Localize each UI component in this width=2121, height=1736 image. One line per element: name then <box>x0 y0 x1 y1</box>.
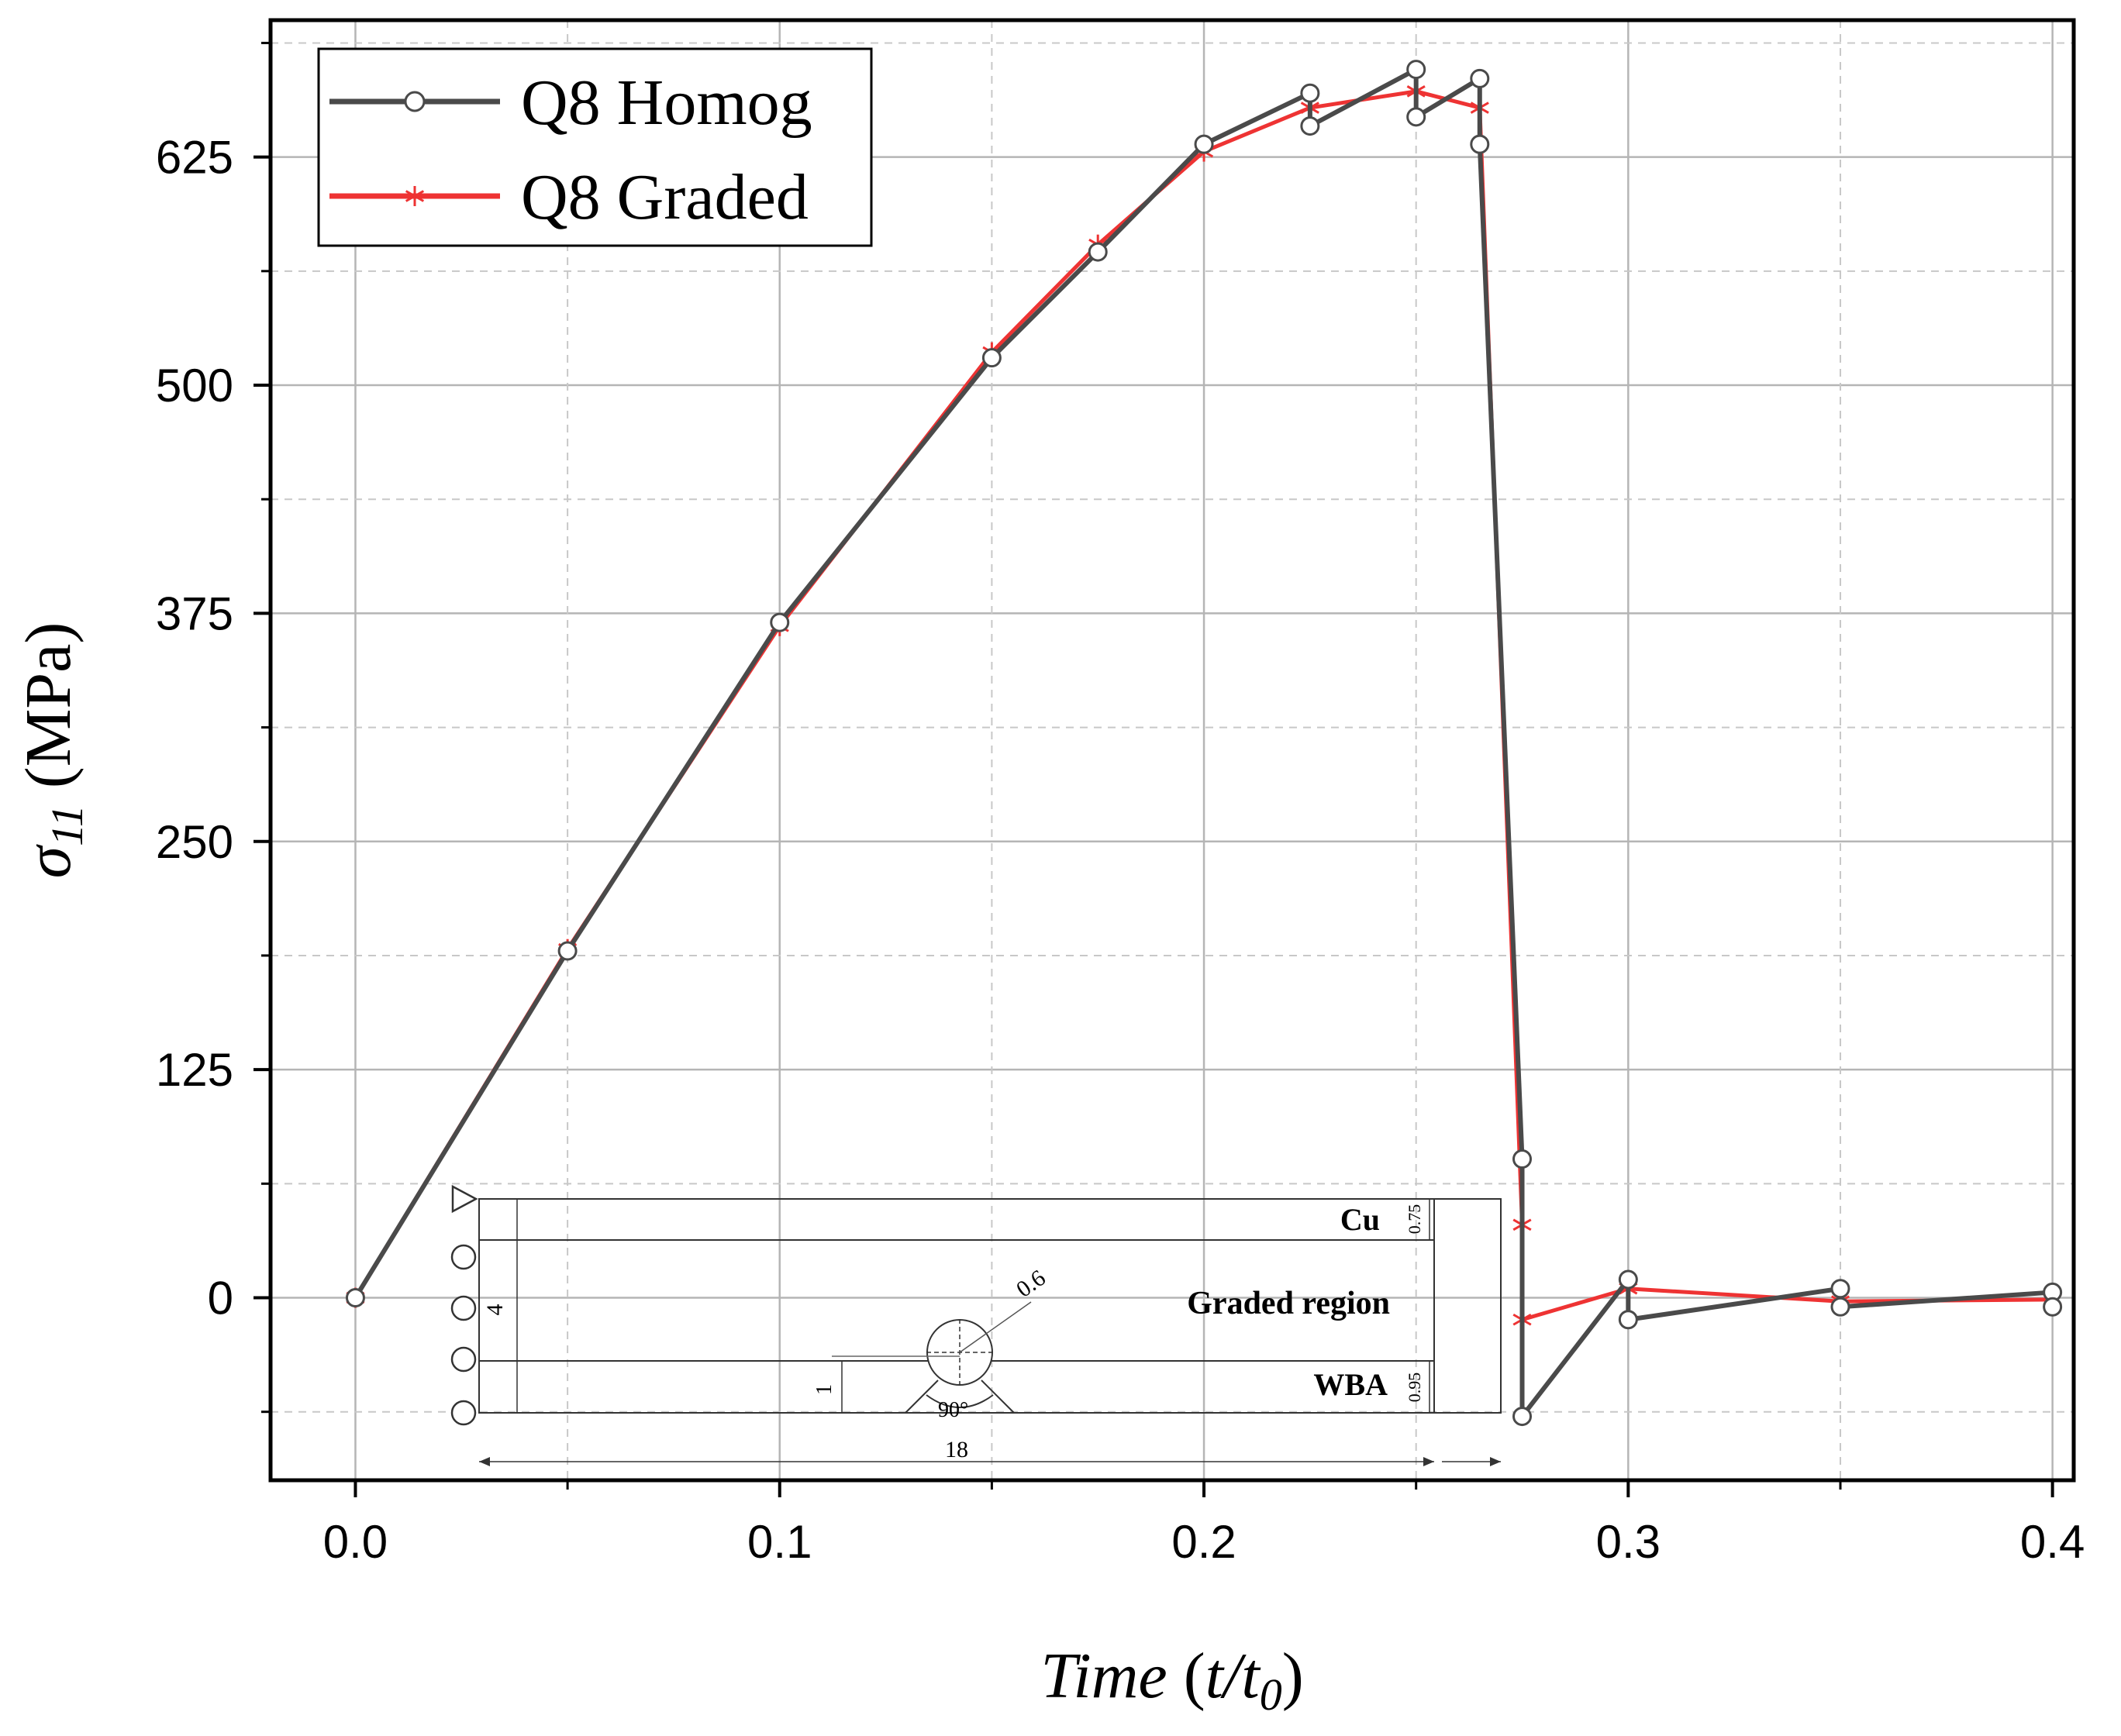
data-point <box>1406 60 1426 80</box>
roller-support-icon <box>450 1295 477 1321</box>
data-point <box>1830 1279 1850 1299</box>
y-tick-label: 125 <box>156 1044 233 1096</box>
legend-label-homog: Q8 Homog <box>521 67 812 139</box>
data-point <box>981 348 1002 368</box>
y-tick-label: 625 <box>156 132 233 184</box>
roller-support-icon <box>450 1346 477 1373</box>
length-label: 18 <box>945 1437 968 1462</box>
data-point <box>1618 1269 1638 1290</box>
data-point <box>345 1288 365 1307</box>
roller-support-icon <box>450 1400 477 1426</box>
x-tick-label: 0.2 <box>1171 1516 1236 1568</box>
data-point <box>1194 134 1214 154</box>
y-tick-label: 250 <box>156 816 233 868</box>
data-point <box>1406 107 1426 127</box>
cu-label: Cu <box>1340 1202 1380 1237</box>
x-tick-label: 0.3 <box>1596 1516 1661 1568</box>
series-line <box>353 67 2055 1419</box>
data-point <box>557 941 578 961</box>
data-point <box>1470 134 1490 154</box>
data-point <box>1300 83 1320 103</box>
radius-leader <box>959 1301 1032 1353</box>
legend-label-graded: Q8 Graded <box>521 161 809 233</box>
pin-support-icon <box>451 1184 478 1214</box>
plot-frame <box>268 18 2076 1483</box>
specimen-inset-diagram: Cu Graded region WBA 4 18 0.6 90° 1 0.75… <box>450 1184 1502 1466</box>
legend-box <box>317 47 873 247</box>
y-axis-title: σ11 (MPa) <box>12 622 92 879</box>
data-point <box>1618 1310 1638 1330</box>
graded-region-label: Graded region <box>1187 1286 1390 1321</box>
series-q8-homog <box>345 60 2063 1427</box>
axis-ticks: 0.0 0.1 0.2 0.3 0.4 0 125 250 375 500 625 <box>156 41 2085 1568</box>
wba-label: WBA <box>1313 1367 1388 1402</box>
cu-thickness-label: 0.75 <box>1405 1204 1424 1235</box>
data-point <box>1300 116 1320 136</box>
notch-offset-label: 1 <box>812 1384 836 1395</box>
data-point <box>770 612 790 632</box>
x-tick-label: 0.0 <box>323 1516 388 1568</box>
x-axis-title: Time (t/t0) <box>1040 1640 1303 1720</box>
legend-star-stroke <box>405 190 425 202</box>
legend-graded-marker <box>405 186 425 206</box>
specimen-outline <box>478 1198 1502 1414</box>
roller-support-icon <box>450 1244 477 1270</box>
data-point <box>1088 242 1108 262</box>
height-label: 4 <box>482 1304 508 1316</box>
angle-arc <box>926 1394 994 1408</box>
legend-homog-marker <box>404 91 426 112</box>
data-point <box>1512 1407 1533 1427</box>
legend: Q8 Homog Q8 Graded <box>317 47 873 247</box>
data-point <box>1512 1149 1533 1169</box>
data-point <box>1830 1297 1850 1317</box>
data-series <box>345 60 2063 1427</box>
data-point <box>2043 1297 2063 1317</box>
y-tick-label: 375 <box>156 587 233 639</box>
y-tick-label: 500 <box>156 360 233 412</box>
angle-label: 90° <box>938 1398 968 1422</box>
x-tick-label: 0.1 <box>747 1516 812 1568</box>
wba-thickness-label: 0.95 <box>1405 1373 1424 1403</box>
data-point <box>1470 68 1490 88</box>
y-tick-label: 0 <box>208 1273 233 1324</box>
x-tick-label: 0.4 <box>2020 1516 2085 1568</box>
notch-v-lines <box>905 1380 1015 1414</box>
